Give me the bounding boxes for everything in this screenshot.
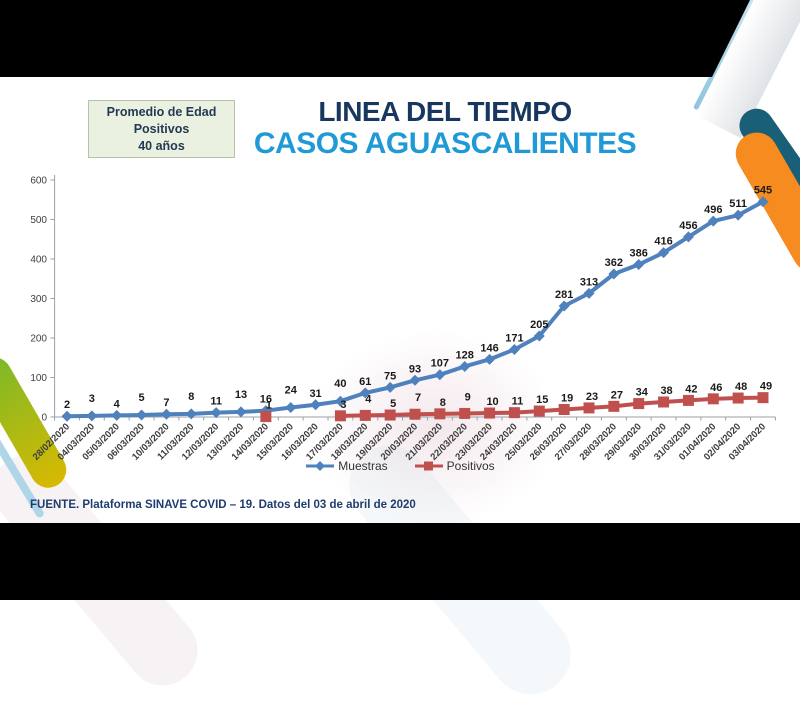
legend-item-positivos: Positivos (414, 459, 495, 473)
svg-text:49: 49 (760, 381, 772, 393)
svg-text:200: 200 (30, 334, 47, 345)
average-age-box: Promedio de Edad Positivos 40 años (88, 100, 235, 158)
muestras-line-diamond-icon (306, 461, 335, 471)
svg-text:34: 34 (636, 387, 649, 399)
chart-legend: Muestras Positivos (0, 459, 800, 473)
svg-text:313: 313 (580, 276, 598, 288)
svg-text:61: 61 (359, 376, 371, 388)
svg-text:10: 10 (486, 396, 498, 408)
svg-text:107: 107 (431, 358, 449, 370)
svg-text:456: 456 (679, 220, 697, 232)
svg-text:500: 500 (30, 215, 47, 226)
svg-text:16: 16 (260, 394, 272, 406)
positivos-line-square-icon (414, 461, 443, 471)
svg-text:31: 31 (309, 388, 321, 400)
svg-text:300: 300 (30, 294, 47, 305)
svg-text:2: 2 (64, 399, 70, 411)
source-note: FUENTE. Plataforma SINAVE COVID – 19. Da… (30, 499, 416, 511)
legend-item-muestras: Muestras (305, 459, 388, 473)
svg-text:7: 7 (415, 392, 421, 404)
svg-text:496: 496 (704, 204, 722, 216)
svg-text:42: 42 (685, 383, 697, 395)
svg-text:4: 4 (365, 393, 372, 405)
svg-text:23: 23 (586, 391, 598, 403)
watermark-circle (310, 330, 560, 525)
svg-text:5: 5 (139, 392, 145, 404)
svg-text:386: 386 (630, 248, 648, 260)
svg-text:5: 5 (390, 398, 396, 410)
svg-text:19: 19 (561, 392, 573, 404)
svg-text:171: 171 (505, 332, 523, 344)
svg-text:362: 362 (605, 257, 623, 269)
svg-text:416: 416 (654, 236, 672, 248)
svg-text:8: 8 (188, 391, 194, 403)
top-black-bar (0, 0, 750, 77)
average-age-line2: Positivos (133, 121, 190, 136)
svg-text:3: 3 (89, 393, 95, 405)
svg-text:13: 13 (235, 389, 247, 401)
legend-label-positivos: Positivos (446, 459, 495, 473)
svg-text:545: 545 (754, 185, 772, 197)
average-age-line1: Promedio de Edad (106, 104, 217, 119)
svg-text:7: 7 (163, 397, 169, 409)
svg-text:40: 40 (334, 378, 346, 390)
svg-text:146: 146 (480, 342, 498, 354)
svg-text:15: 15 (536, 394, 548, 406)
svg-text:11: 11 (512, 396, 524, 408)
svg-text:24: 24 (285, 385, 298, 397)
svg-text:8: 8 (440, 397, 446, 409)
svg-text:205: 205 (530, 319, 548, 331)
svg-text:38: 38 (660, 385, 672, 397)
svg-text:11: 11 (210, 396, 222, 408)
title-line-2: CASOS AGUASCALIENTES (253, 127, 637, 160)
legend-label-muestras: Muestras (338, 459, 388, 473)
svg-text:46: 46 (710, 382, 722, 394)
svg-text:27: 27 (611, 389, 623, 401)
svg-text:3: 3 (340, 399, 346, 411)
svg-text:48: 48 (735, 381, 747, 393)
svg-text:511: 511 (729, 198, 747, 210)
svg-text:93: 93 (409, 363, 421, 375)
svg-text:1: 1 (266, 400, 272, 412)
page-title: LINEA DEL TIEMPO CASOS AGUASCALIENTES (250, 96, 640, 160)
title-line-1: LINEA DEL TIEMPO (318, 96, 572, 127)
svg-text:128: 128 (456, 349, 474, 361)
svg-text:9: 9 (465, 391, 471, 403)
svg-text:400: 400 (30, 255, 47, 266)
svg-text:4: 4 (114, 398, 121, 410)
svg-text:75: 75 (384, 370, 396, 382)
svg-text:0: 0 (41, 413, 47, 424)
svg-text:100: 100 (30, 373, 47, 384)
timeline-chart: 010020030040050060028/02/202004/03/20200… (30, 175, 776, 463)
svg-text:281: 281 (555, 289, 573, 301)
bottom-black-bar (0, 523, 800, 600)
average-age-line3: 40 años (138, 138, 185, 153)
svg-text:600: 600 (30, 176, 47, 187)
